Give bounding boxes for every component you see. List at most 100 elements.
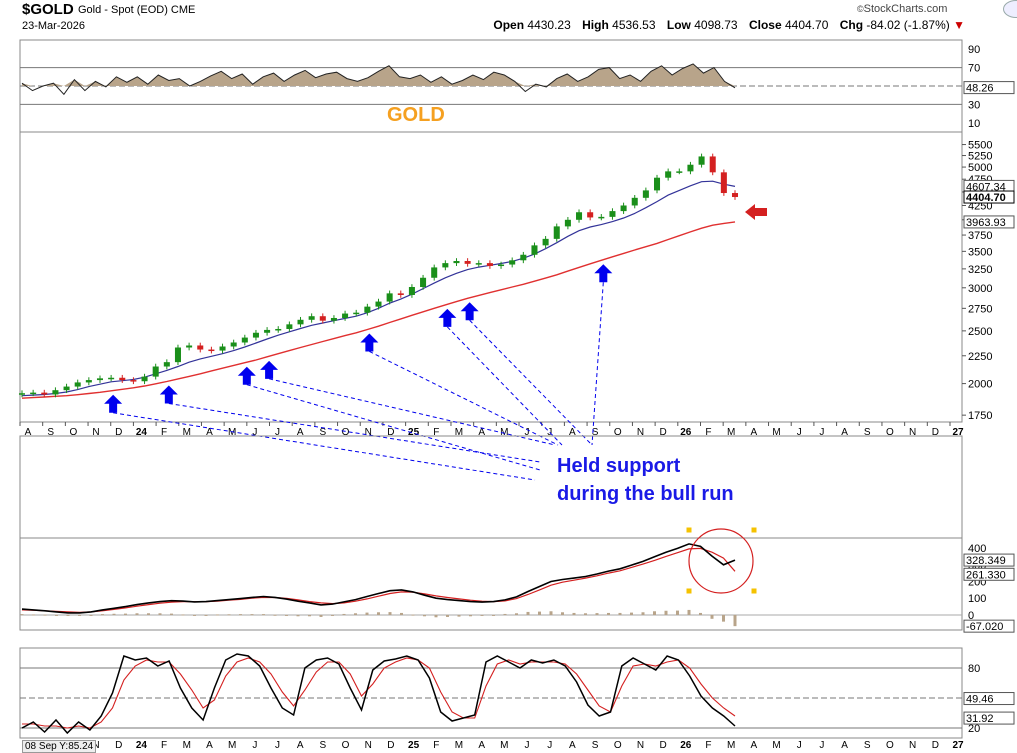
macd-histogram-bar bbox=[20, 614, 24, 616]
macd-value-label: 328.349 bbox=[966, 555, 1006, 567]
x-tick-label: S bbox=[864, 427, 871, 438]
macd-histogram-bar bbox=[296, 614, 300, 617]
price-tick-label: 5000 bbox=[968, 162, 992, 174]
candle-body bbox=[286, 324, 293, 329]
rsi-tick-label: 30 bbox=[968, 99, 980, 111]
x-tick-label-bottom: D bbox=[387, 740, 394, 750]
macd-histogram-bar bbox=[710, 614, 714, 619]
x-tick-label: N bbox=[909, 427, 916, 438]
candle bbox=[386, 290, 393, 305]
ohlc-readout: Open 4430.23 High 4536.53 Low 4098.73 Cl… bbox=[493, 18, 965, 32]
x-tick-label-bottom: D bbox=[115, 740, 122, 750]
candle bbox=[63, 383, 70, 394]
x-tick-label: N bbox=[637, 427, 644, 438]
chart-header: $GOLD Gold - Spot (EOD) CME 23-Mar-2026 … bbox=[0, 0, 1017, 36]
rsi-tick-label: 70 bbox=[968, 63, 980, 75]
x-tick-label: O bbox=[614, 427, 622, 438]
candle-body bbox=[620, 205, 627, 212]
x-tick-label: A bbox=[478, 427, 485, 438]
x-tick-label-bottom: O bbox=[886, 740, 894, 750]
x-tick-label: M bbox=[183, 427, 191, 438]
x-tick-label: D bbox=[387, 427, 394, 438]
macd-histogram-bar bbox=[354, 613, 357, 615]
price-tick-label: 3500 bbox=[968, 246, 992, 258]
candle-body bbox=[96, 378, 104, 381]
selection-handle bbox=[751, 527, 757, 533]
candle bbox=[152, 363, 159, 380]
candle bbox=[18, 390, 26, 398]
candle-body bbox=[665, 171, 672, 178]
candle bbox=[397, 290, 404, 298]
price-tick-label: 2250 bbox=[968, 351, 992, 363]
support-guide-line bbox=[369, 351, 559, 446]
ma-long-value-label: 3963.93 bbox=[966, 217, 1006, 229]
candle-body bbox=[119, 377, 126, 381]
x-tick-label-bottom: 26 bbox=[680, 740, 692, 750]
macd-histogram-bar bbox=[595, 613, 599, 615]
candle bbox=[620, 202, 627, 214]
x-tick-label-bottom: F bbox=[161, 740, 167, 750]
candle-body bbox=[720, 172, 727, 194]
price-tick-label: 3250 bbox=[968, 264, 992, 276]
x-tick-label-bottom: F bbox=[433, 740, 439, 750]
left-arrow-icon bbox=[745, 204, 767, 220]
x-tick-label-bottom: M bbox=[727, 740, 735, 750]
candle-body bbox=[275, 328, 282, 331]
macd-histogram-bar bbox=[170, 613, 173, 615]
candle-body bbox=[163, 362, 170, 367]
support-arrow-icon bbox=[159, 385, 178, 404]
close-value-box bbox=[963, 190, 1015, 204]
x-tick-label-bottom: N bbox=[909, 740, 916, 750]
macd-panel bbox=[19, 537, 963, 631]
candle bbox=[509, 257, 516, 268]
down-triangle-icon: ▼ bbox=[953, 18, 965, 32]
macd-histogram-bar bbox=[204, 614, 208, 616]
selection-handle bbox=[686, 527, 692, 533]
x-tick-label-bottom: 27 bbox=[952, 740, 964, 750]
x-tick-label-bottom: D bbox=[660, 740, 667, 750]
x-tick-label: J bbox=[819, 427, 824, 438]
macd-histogram-bar bbox=[549, 611, 553, 615]
candle bbox=[364, 303, 371, 316]
candle-body bbox=[386, 293, 393, 302]
candle-body bbox=[18, 393, 26, 395]
candle-body bbox=[687, 164, 694, 172]
macd-histogram-bar bbox=[273, 614, 277, 616]
x-tick-label: O bbox=[886, 427, 894, 438]
macd-histogram-bar bbox=[331, 614, 334, 616]
candle-body bbox=[252, 332, 259, 338]
macd-histogram-bar bbox=[469, 614, 472, 617]
rsi-tick-label: 90 bbox=[968, 44, 980, 56]
candle bbox=[197, 342, 204, 353]
macd-histogram-bar bbox=[308, 614, 311, 617]
candle bbox=[286, 321, 293, 332]
candle bbox=[498, 261, 505, 269]
candle bbox=[453, 258, 460, 266]
price-tick-label: 3000 bbox=[968, 283, 992, 295]
macd-histogram-bar bbox=[239, 614, 242, 616]
candle-body bbox=[598, 216, 605, 219]
support-guide-line bbox=[591, 282, 604, 446]
macd-tick-label: 100 bbox=[968, 593, 986, 605]
candle bbox=[687, 161, 694, 175]
x-tick-label: N bbox=[365, 427, 372, 438]
candle bbox=[30, 389, 37, 397]
candle bbox=[264, 327, 271, 336]
x-tick-label-bottom: S bbox=[864, 740, 871, 750]
candle bbox=[653, 174, 661, 194]
annotation-line-2: during the bull run bbox=[557, 483, 734, 505]
rsi-area bbox=[22, 63, 735, 86]
candle bbox=[96, 375, 104, 383]
candle-body bbox=[63, 386, 70, 391]
symbol-description: Gold - Spot (EOD) CME bbox=[78, 4, 196, 16]
x-tick-label-bottom: M bbox=[183, 740, 191, 750]
macd-signal-line bbox=[21, 547, 736, 613]
macd-hist-value-label-box bbox=[963, 619, 1015, 633]
chart-date: 23-Mar-2026 bbox=[22, 20, 85, 32]
macd-tick-label: 0 bbox=[968, 610, 974, 622]
macd-histogram-bar bbox=[618, 612, 622, 615]
x-tick-label-bottom: J bbox=[275, 740, 280, 750]
x-tick-label-bottom: M bbox=[228, 740, 236, 750]
macd-histogram-bar bbox=[503, 613, 507, 615]
candle-body bbox=[709, 156, 716, 173]
